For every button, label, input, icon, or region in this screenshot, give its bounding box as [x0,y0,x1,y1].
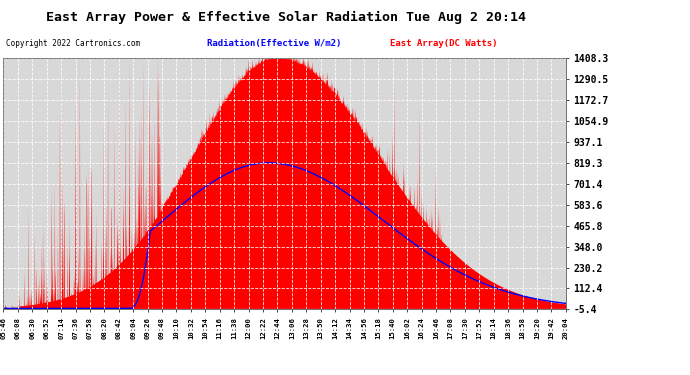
Text: Radiation(Effective W/m2): Radiation(Effective W/m2) [207,39,342,48]
Text: Copyright 2022 Cartronics.com: Copyright 2022 Cartronics.com [6,39,139,48]
Text: East Array Power & Effective Solar Radiation Tue Aug 2 20:14: East Array Power & Effective Solar Radia… [46,11,526,24]
Text: East Array(DC Watts): East Array(DC Watts) [390,39,497,48]
